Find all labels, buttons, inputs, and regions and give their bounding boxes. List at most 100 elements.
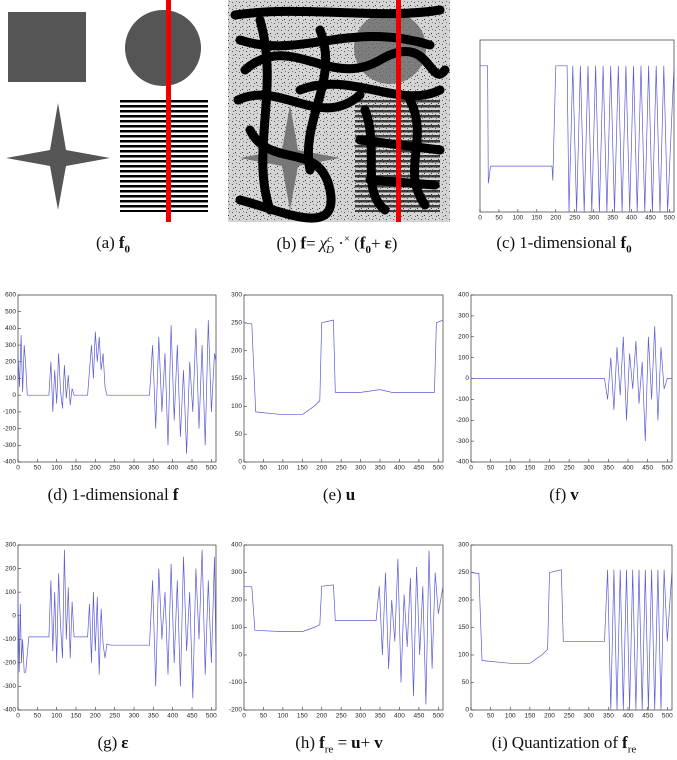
caption-math: ) <box>391 233 398 253</box>
caption-math: f <box>319 733 325 752</box>
y-tick-label: 200 <box>458 597 469 604</box>
signal-line <box>17 549 217 699</box>
x-tick-label: 150 <box>524 465 535 472</box>
x-tick-label: 200 <box>544 713 555 720</box>
y-tick-label: 0 <box>12 612 16 619</box>
x-tick-label: 0 <box>242 713 246 720</box>
caption: (a) f0 <box>0 233 226 255</box>
x-tick-label: 250 <box>109 713 120 720</box>
y-tick-label: 100 <box>5 589 16 596</box>
y-tick-label: 300 <box>231 569 242 576</box>
y-tick-label: 0 <box>465 707 469 714</box>
y-tick-label: -400 <box>3 459 16 466</box>
x-tick-label: 200 <box>316 713 327 720</box>
caption-math: v <box>374 733 383 752</box>
y-tick-label: -300 <box>3 683 16 690</box>
x-tick-label: 250 <box>569 215 580 222</box>
y-tick-label: -200 <box>3 425 16 432</box>
x-tick-label: 400 <box>167 465 178 472</box>
y-tick-label: 400 <box>231 542 242 549</box>
x-tick-label: 50 <box>495 215 503 222</box>
caption-label: (a) <box>95 233 115 252</box>
x-tick-label: 50 <box>34 465 42 472</box>
x-tick-label: 100 <box>505 465 516 472</box>
x-tick-label: 0 <box>16 713 20 720</box>
x-tick-label: 150 <box>531 215 542 222</box>
x-tick-label: 500 <box>433 713 444 720</box>
y-tick-label: 0 <box>12 392 16 399</box>
x-tick-label: 0 <box>469 465 473 472</box>
y-tick-label: -300 <box>456 438 469 445</box>
x-tick-label: 500 <box>433 465 444 472</box>
x-tick-label: 50 <box>487 713 495 720</box>
caption-math: c <box>327 233 332 245</box>
y-tick-label: 200 <box>5 359 16 366</box>
caption-math: f <box>620 233 627 252</box>
x-tick-label: 200 <box>90 465 101 472</box>
x-tick-label: 400 <box>394 713 405 720</box>
x-tick-label: 400 <box>626 215 637 222</box>
x-tick-label: 150 <box>71 713 82 720</box>
caption-math: · <box>338 233 344 253</box>
x-tick-label: 0 <box>478 215 482 222</box>
signal-line <box>17 320 217 454</box>
caption: (g) ε <box>0 733 226 753</box>
caption-math: × <box>343 233 351 245</box>
caption: (f) v <box>451 485 677 505</box>
x-tick-label: 300 <box>583 465 594 472</box>
y-tick-label: 100 <box>458 652 469 659</box>
plot-frame <box>17 544 217 711</box>
image-a <box>6 0 208 222</box>
signal-line <box>471 326 672 442</box>
y-tick-label: 200 <box>5 565 16 572</box>
x-tick-label: 350 <box>607 215 618 222</box>
caption-text: 1-dimensional <box>71 485 169 504</box>
y-tick-label: -100 <box>3 636 16 643</box>
caption-math: re <box>627 743 637 756</box>
x-tick-label: 0 <box>16 465 20 472</box>
x-tick-label: 500 <box>206 465 217 472</box>
y-tick-label: 100 <box>231 624 242 631</box>
y-tick-label: 150 <box>231 375 242 382</box>
x-tick-label: 200 <box>550 215 561 222</box>
y-tick-label: 250 <box>231 320 242 327</box>
y-tick-label: -400 <box>3 707 16 714</box>
caption-math: + <box>360 733 371 752</box>
caption-label: (e) <box>322 485 342 504</box>
caption-math: 0 <box>626 243 632 256</box>
caption-math: 0 <box>365 244 371 257</box>
caption-math: f <box>118 233 125 252</box>
x-tick-label: 400 <box>623 465 634 472</box>
x-tick-label: 100 <box>512 215 523 222</box>
x-tick-label: 300 <box>129 465 140 472</box>
x-tick-label: 250 <box>336 713 347 720</box>
x-tick-label: 300 <box>355 465 366 472</box>
y-tick-label: 300 <box>5 542 16 549</box>
x-tick-label: 100 <box>277 713 288 720</box>
x-tick-label: 500 <box>206 713 217 720</box>
caption-math: χ <box>319 233 328 253</box>
x-tick-label: 450 <box>413 465 424 472</box>
x-tick-label: 250 <box>564 465 575 472</box>
x-tick-label: 300 <box>583 713 594 720</box>
y-tick-label: -200 <box>229 707 242 714</box>
x-tick-label: 400 <box>394 465 405 472</box>
caption-text: 1-dimensional <box>519 233 617 252</box>
caption-text: Quantization of <box>511 733 619 752</box>
caption-math: f <box>172 485 179 504</box>
x-tick-label: 100 <box>277 465 288 472</box>
x-tick-label: 500 <box>662 713 673 720</box>
x-tick-label: 350 <box>148 465 159 472</box>
caption-label: (f) <box>549 485 567 504</box>
y-tick-label: -300 <box>3 442 16 449</box>
caption-math: = <box>337 733 348 752</box>
caption-label: (d) <box>47 485 68 504</box>
y-tick-label: 400 <box>5 325 16 332</box>
x-tick-label: 400 <box>623 713 634 720</box>
y-tick-label: -100 <box>456 396 469 403</box>
caption-math: f <box>359 233 366 253</box>
caption-label: (g) <box>97 733 118 752</box>
caption-math: ( <box>354 233 360 253</box>
y-tick-label: 100 <box>5 375 16 382</box>
